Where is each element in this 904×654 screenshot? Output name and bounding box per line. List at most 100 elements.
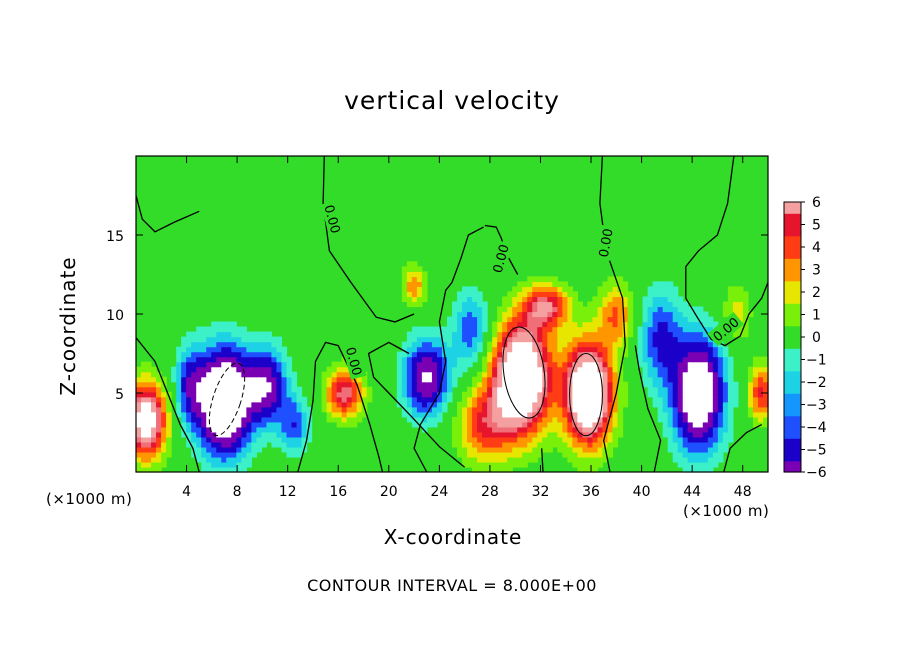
field-cell (477, 376, 483, 383)
field-cell (211, 331, 217, 338)
field-cell (231, 451, 237, 458)
field-cell (512, 456, 518, 463)
field-cell (221, 446, 227, 453)
field-cell (341, 366, 348, 373)
field-cell (617, 426, 624, 433)
field-cell (452, 301, 458, 308)
field-cell (507, 311, 513, 318)
field-cell (747, 411, 754, 418)
field-cell (682, 401, 689, 408)
field-cell (411, 276, 418, 282)
field-cell (687, 386, 694, 393)
field-cell (416, 301, 423, 308)
field-cell (662, 321, 669, 328)
field-cell (326, 411, 333, 418)
field-cell (742, 326, 749, 333)
field-cell (236, 446, 242, 453)
field-cell (251, 451, 257, 458)
contour-line-11 (634, 345, 662, 473)
field-cell (276, 431, 283, 438)
field-cell (141, 431, 147, 438)
field-cell (657, 411, 664, 418)
field-cell (547, 371, 553, 378)
field-cell (191, 411, 197, 418)
field-cell (256, 416, 262, 423)
field-cell (677, 301, 684, 308)
field-cell (547, 351, 553, 358)
field-cell (612, 386, 619, 393)
field-cell (401, 341, 408, 348)
field-cell (136, 446, 142, 453)
field-cell (216, 416, 222, 423)
field-cell (537, 391, 543, 398)
field-cell (462, 391, 468, 398)
field-cell (406, 276, 413, 282)
field-cell (702, 361, 709, 368)
field-cell (396, 381, 403, 388)
field-cell (497, 361, 503, 368)
field-cell (687, 356, 694, 363)
field-cell (462, 461, 468, 468)
field-cell (622, 321, 629, 328)
field-cell (482, 396, 488, 403)
field-cell (537, 381, 543, 388)
field-cell (607, 451, 614, 458)
field-cell (747, 371, 754, 378)
field-cell (416, 356, 423, 363)
field-cell (221, 441, 227, 448)
field-cell (657, 346, 664, 353)
field-cell (582, 351, 589, 358)
field-cell (507, 461, 513, 468)
field-cell (276, 396, 283, 403)
field-cell (411, 261, 418, 267)
field-cell (612, 321, 619, 328)
field-cell (707, 361, 714, 368)
field-cell (537, 366, 543, 373)
field-cell (421, 391, 428, 398)
field-cell (607, 321, 614, 328)
field-cell (502, 311, 508, 318)
field-cell (662, 351, 669, 358)
field-cell (697, 326, 704, 333)
field-cell (146, 446, 152, 453)
field-cell (617, 326, 624, 333)
field-cell (161, 411, 167, 418)
field-cell (467, 311, 473, 318)
field-cell (196, 351, 202, 358)
field-cell (436, 351, 443, 358)
field-cell (557, 336, 563, 343)
field-cell (592, 351, 599, 358)
field-cell (286, 356, 293, 363)
field-cell (587, 376, 594, 383)
field-cell (241, 446, 247, 453)
field-cell (426, 421, 433, 428)
field-cell (697, 316, 704, 323)
field-cell (457, 316, 463, 323)
field-cell (462, 326, 468, 333)
field-cell (246, 371, 252, 378)
field-cell (186, 386, 192, 393)
field-cell (472, 311, 478, 318)
field-cell (281, 376, 288, 383)
field-cell (266, 366, 273, 373)
field-cell (512, 356, 518, 363)
field-cell (211, 391, 217, 398)
field-cell (246, 451, 252, 458)
field-cell (657, 406, 664, 413)
field-cell (286, 396, 293, 403)
field-cell (722, 376, 729, 383)
field-cell (467, 436, 473, 443)
field-cell (492, 416, 498, 423)
field-cell (206, 456, 212, 463)
field-cell (692, 451, 699, 458)
field-cell (396, 371, 403, 378)
field-cell (652, 381, 659, 388)
field-cell (191, 366, 197, 373)
field-cell (682, 306, 689, 313)
field-cell (306, 436, 313, 443)
field-cell (441, 381, 448, 388)
field-cell (146, 451, 152, 458)
field-cell (587, 366, 594, 373)
field-cell (166, 421, 172, 428)
field-cell (752, 366, 759, 373)
